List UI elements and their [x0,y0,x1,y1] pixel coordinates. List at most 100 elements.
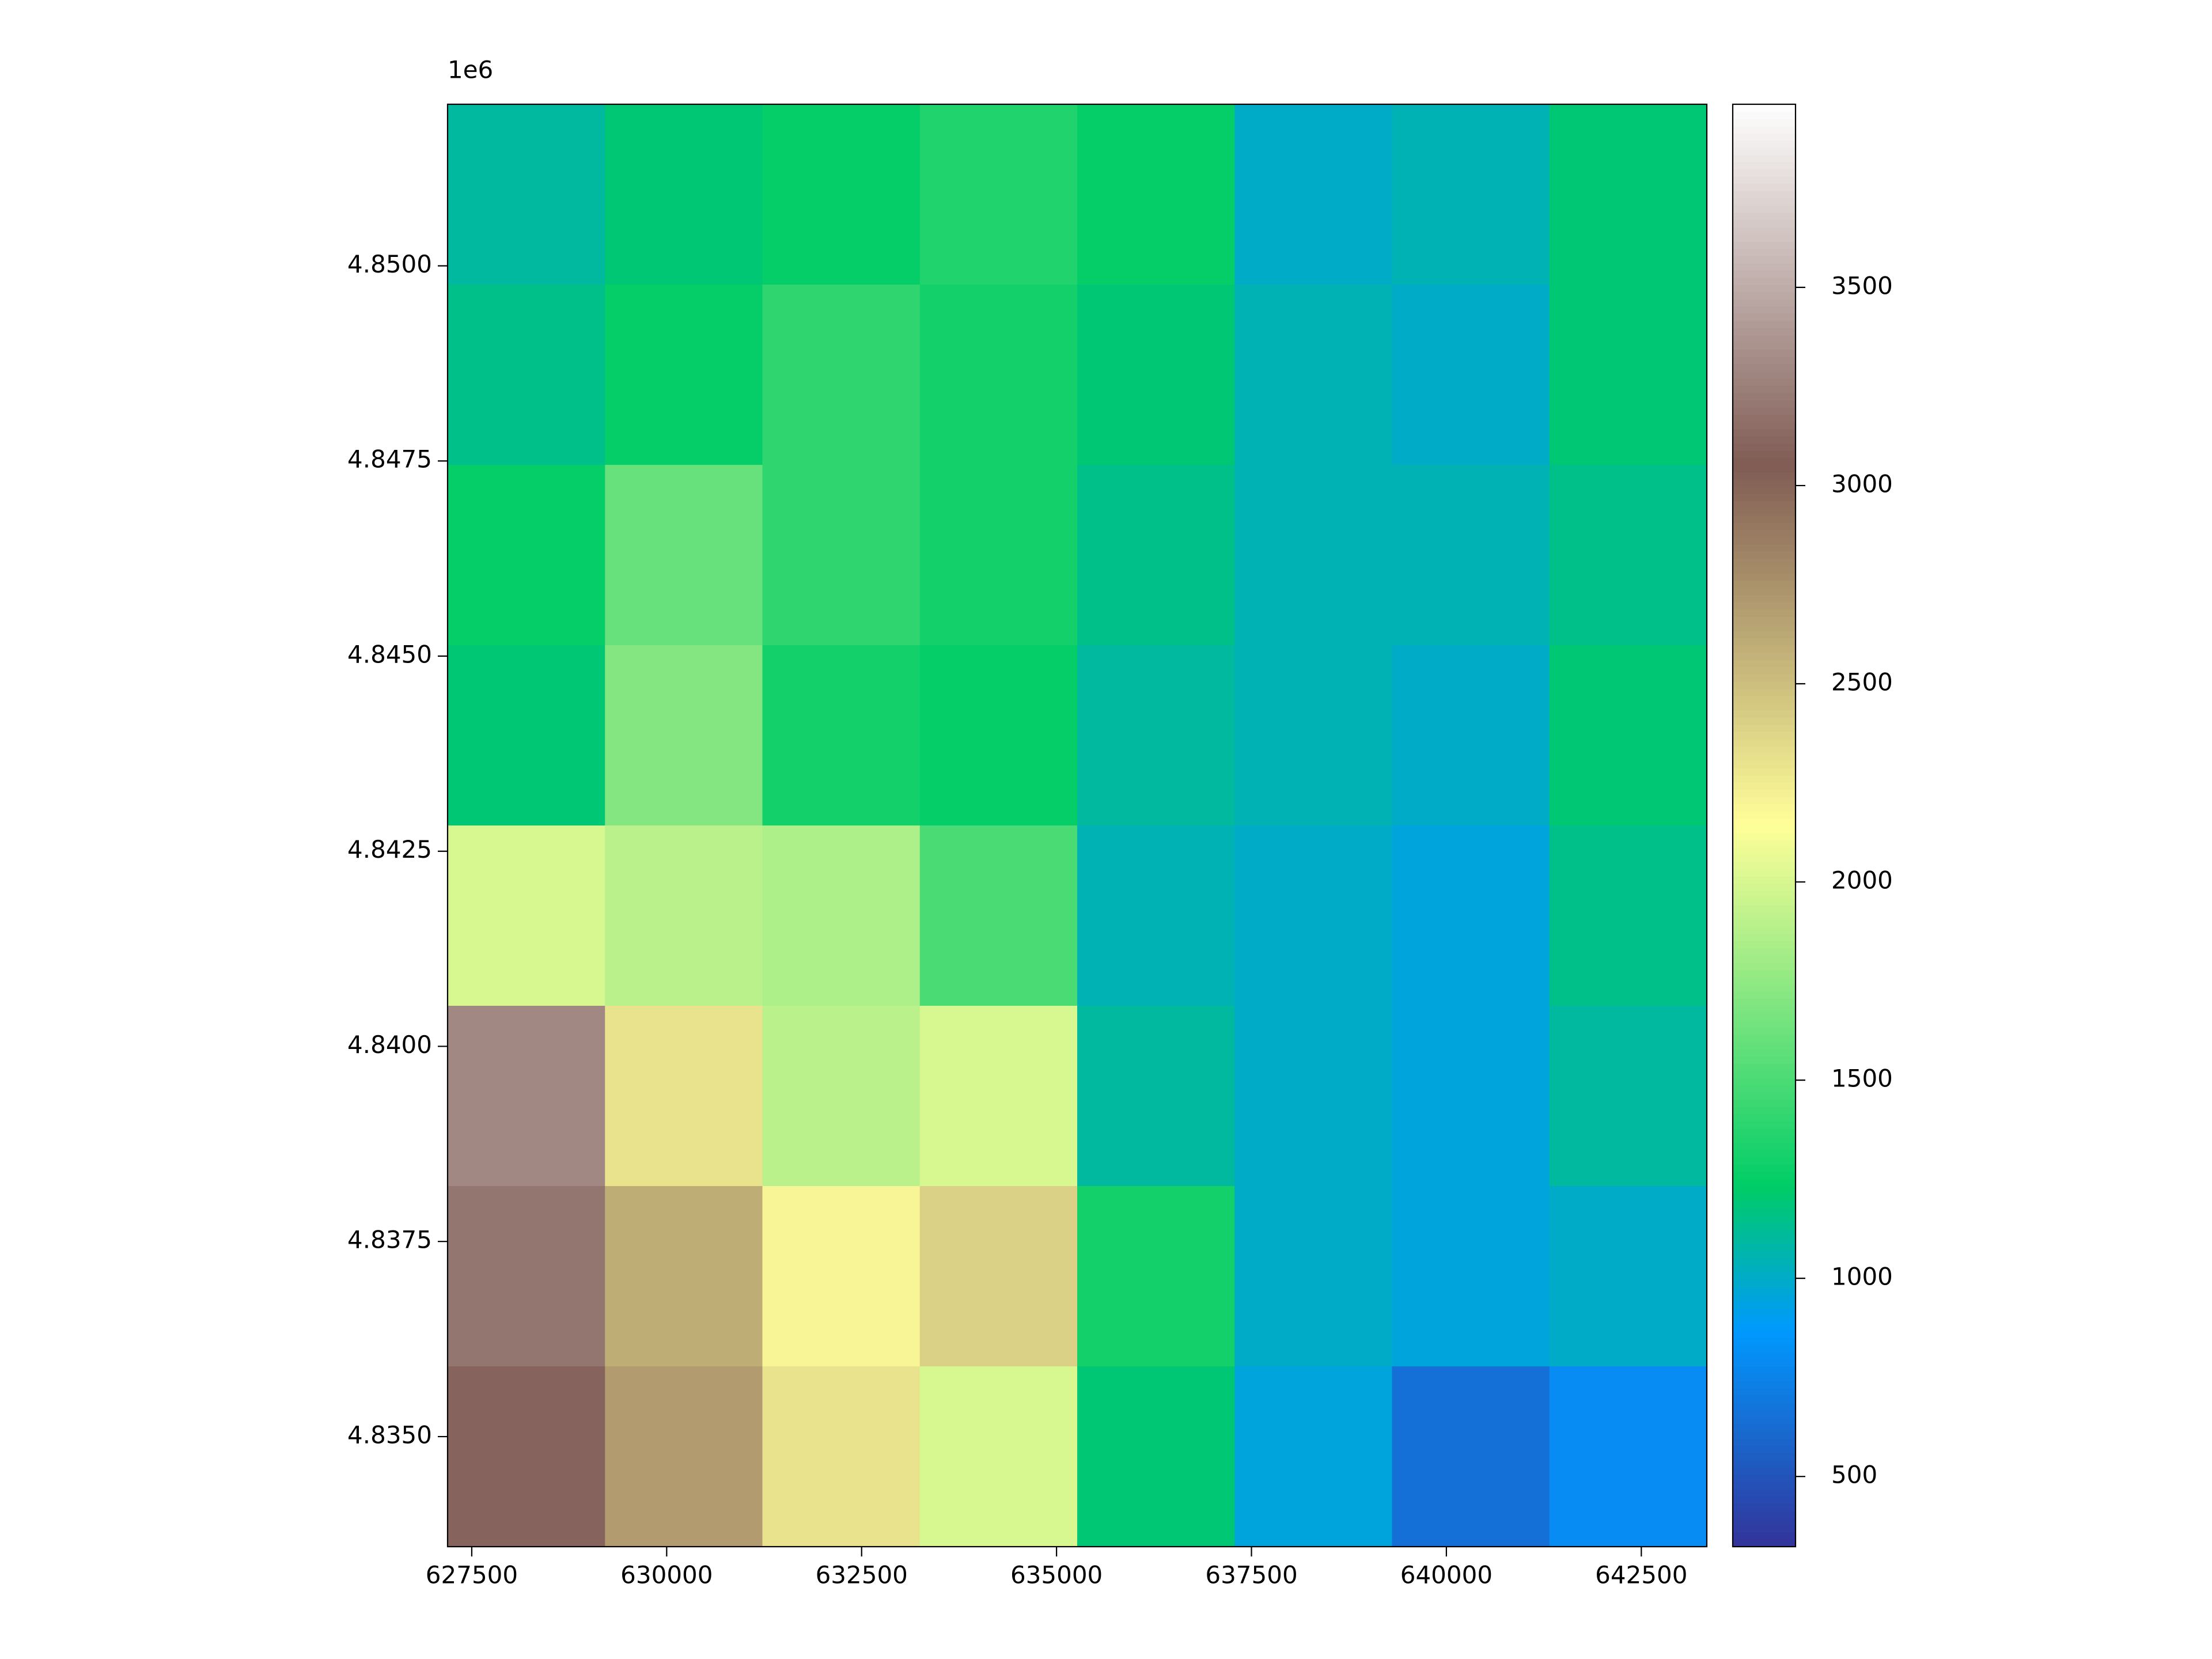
raster-cell [919,1186,1078,1367]
colorbar-segment [1733,1150,1796,1158]
colorbar-segment [1733,969,1796,978]
colorbar-segment [1733,457,1796,465]
colorbar-segment [1733,897,1796,906]
colorbar-segment [1733,1482,1796,1490]
colorbar-segment [1733,732,1796,740]
x-tick-label: 640000 [1400,1561,1493,1589]
colorbar-segment [1733,666,1796,675]
raster-cell [1077,465,1235,646]
colorbar-segment [1733,876,1796,884]
colorbar-segment [1733,738,1796,747]
raster-cell [605,465,763,646]
colorbar-segment [1733,147,1796,156]
colorbar-segment [1733,1186,1796,1194]
colorbar-segment [1733,1121,1796,1129]
y-tick-label: 4.8375 [347,1226,432,1254]
colorbar-segment [1733,198,1796,206]
raster-cell [448,1186,605,1367]
colorbar-segment [1733,263,1796,271]
colorbar-segment [1733,724,1796,732]
colorbar-tick-label: 500 [1831,1461,1877,1489]
raster-cell [605,1006,763,1187]
colorbar-segment [1733,1517,1796,1526]
colorbar-segment [1733,1222,1796,1230]
colorbar-segment [1733,955,1796,963]
colorbar-segment [1733,1301,1796,1309]
colorbar-segment [1733,601,1796,609]
colorbar-tick-label: 2500 [1831,668,1893,696]
colorbar-segment [1733,1467,1796,1475]
x-tick-label: 637500 [1205,1561,1297,1589]
colorbar-segment [1733,429,1796,437]
raster-cell [1234,1366,1392,1547]
y-tick-label: 4.8350 [347,1421,432,1449]
y-tick-label: 4.8450 [347,640,432,668]
colorbar-segment [1733,609,1796,617]
colorbar-segment [1733,991,1796,999]
raster-cell [448,825,605,1006]
colorbar-segment [1733,378,1796,386]
colorbar-segment [1733,291,1796,300]
raster-cell [1392,465,1550,646]
raster-cell [1077,1366,1235,1547]
colorbar-segment [1733,1323,1796,1331]
colorbar-segment [1733,465,1796,473]
raster-cell [762,1366,921,1547]
raster-cell [762,645,921,826]
colorbar-segment [1733,926,1796,934]
colorbar-segment [1733,191,1796,199]
colorbar-segment [1733,363,1796,372]
colorbar-segment [1733,1164,1796,1172]
colorbar-segment [1733,1344,1796,1353]
colorbar-segment [1733,1510,1796,1518]
colorbar-segment [1733,1027,1796,1035]
colorbar-segment [1733,717,1796,725]
colorbar-segment [1733,566,1796,574]
colorbar-segment [1733,760,1796,768]
raster-cell [1549,645,1707,826]
raster-cell [1077,104,1235,285]
colorbar-segment [1733,1171,1796,1180]
raster-cell [1234,104,1392,285]
colorbar-segment [1733,1402,1796,1410]
colorbar-segment [1733,414,1796,422]
raster-cell [605,285,763,465]
x-tick-label: 627500 [426,1561,518,1589]
x-tick-label: 630000 [620,1561,713,1589]
colorbar-segment [1733,306,1796,314]
colorbar-segment [1733,933,1796,941]
colorbar-segment [1733,623,1796,631]
x-tick-label: 635000 [1010,1561,1103,1589]
raster-cell [448,285,605,465]
colorbar-segment [1733,861,1796,869]
colorbar-segment [1733,1070,1796,1078]
raster-cell [1234,1006,1392,1187]
colorbar-segment [1733,847,1796,855]
colorbar-segment [1733,782,1796,790]
colorbar-segment [1733,674,1796,682]
colorbar-segment [1733,1063,1796,1071]
raster-cell [1234,465,1392,646]
colorbar-segment [1733,1453,1796,1461]
colorbar-segment [1733,1251,1796,1259]
y-tick-label: 4.8500 [347,250,432,278]
colorbar-segment [1733,810,1796,819]
colorbar-segment [1733,1294,1796,1302]
colorbar-segment [1733,1330,1796,1338]
colorbar-segment [1733,804,1796,812]
raster-cell [448,1006,605,1187]
colorbar-segment [1733,746,1796,754]
raster-cell [1549,1006,1707,1187]
raster-cell [1234,825,1392,1006]
colorbar-segment [1733,1013,1796,1021]
colorbar-segment [1733,832,1796,840]
colorbar-segment [1733,1388,1796,1396]
colorbar-segment [1733,551,1796,559]
colorbar-segment [1733,349,1796,357]
colorbar-segment [1733,558,1796,566]
colorbar-segment [1733,1078,1796,1086]
raster-cell [919,465,1078,646]
colorbar-segment [1733,594,1796,603]
colorbar-segment [1733,1279,1796,1287]
colorbar-segment [1733,1474,1796,1482]
